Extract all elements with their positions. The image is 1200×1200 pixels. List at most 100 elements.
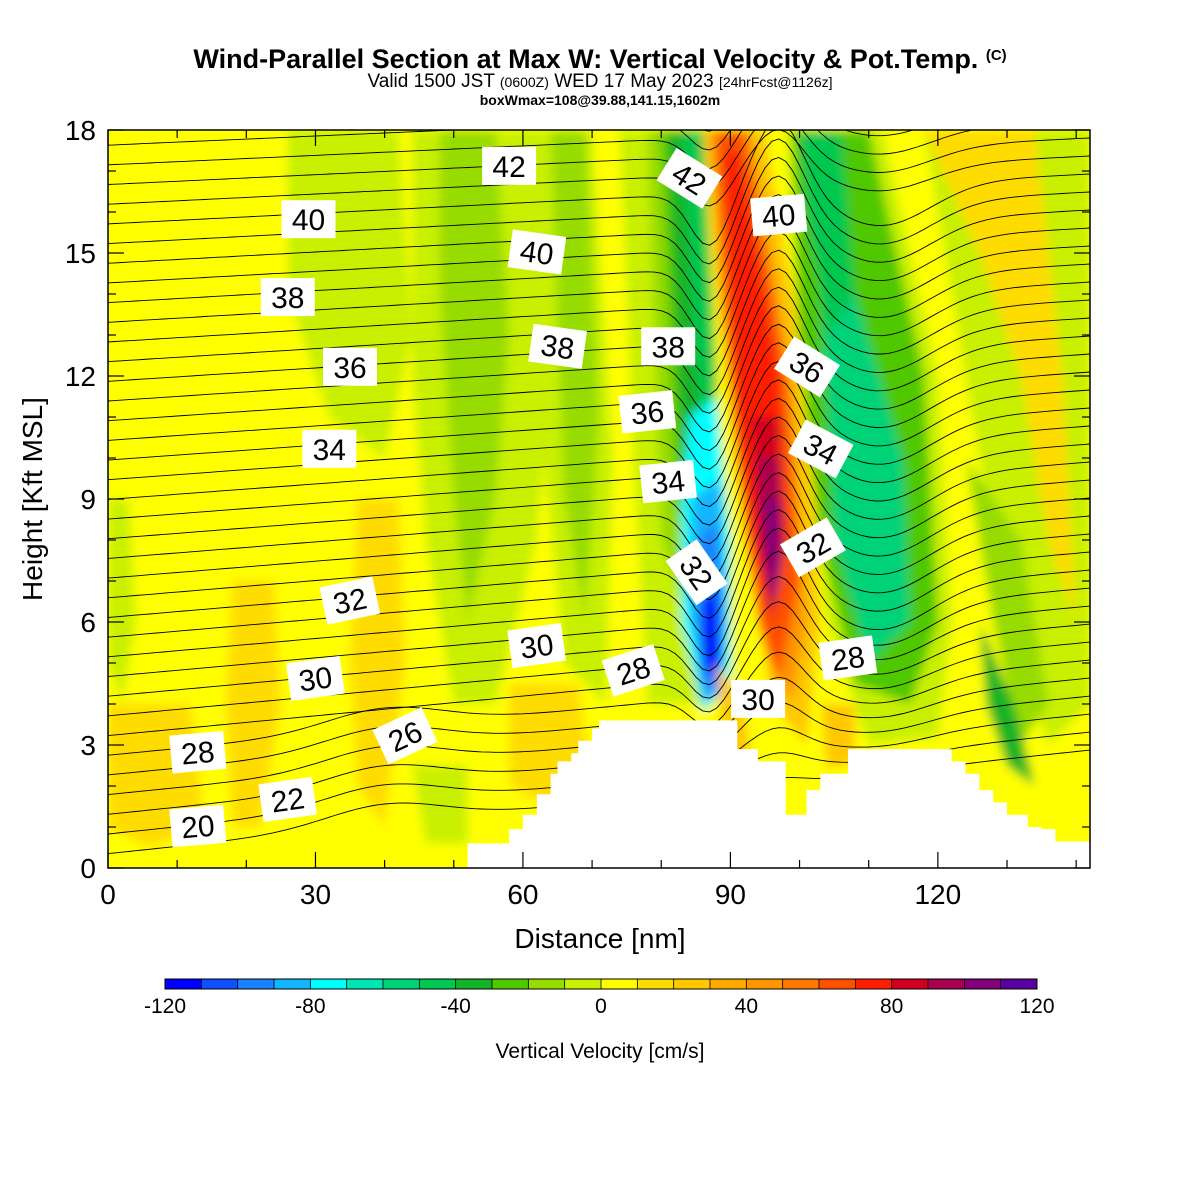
colorbar-swatch — [673, 979, 711, 989]
contour-line — [108, 286, 1090, 414]
colorbar-tick-label: 120 — [1019, 995, 1054, 1018]
contour-line — [108, 527, 1090, 658]
theta-label: 28 — [818, 635, 878, 681]
colorbar-swatch — [819, 979, 856, 989]
y-tick-label: 18 — [65, 115, 96, 146]
field-region — [439, 130, 510, 622]
field-region — [765, 499, 779, 606]
theta-label: 40 — [281, 200, 336, 239]
theta-label: 34 — [639, 459, 697, 504]
x-tick-label: 30 — [300, 879, 331, 910]
field-region — [799, 130, 855, 335]
colorbar-tick-label: -40 — [440, 995, 470, 1018]
colorbar-swatch — [746, 979, 783, 989]
theta-label-box — [260, 278, 315, 317]
colorbar-swatch — [564, 979, 602, 989]
terrain-mask — [467, 720, 1091, 868]
contour-line — [108, 130, 1090, 207]
theta-label-text: 22 — [269, 782, 307, 819]
colorbar-swatch — [637, 979, 674, 989]
colorbar-swatch — [455, 979, 493, 989]
contour-line — [108, 360, 1090, 489]
contour-line — [108, 576, 1090, 697]
field-region — [108, 499, 136, 704]
valid-time: Valid 1500 JST (0600Z) WED 17 May 2023 [… — [367, 71, 833, 92]
theta-label-box — [818, 635, 878, 681]
y-tick-label: 6 — [80, 607, 96, 638]
colorbar-swatch — [310, 979, 347, 989]
contour-line — [108, 130, 915, 151]
colorbar-swatch — [528, 979, 565, 989]
contour-line — [108, 138, 1090, 265]
colorbar-swatch — [710, 979, 747, 989]
theta-label-box — [281, 200, 336, 239]
theta-label-box — [507, 623, 567, 669]
contour-line — [108, 601, 1090, 717]
contour-line — [108, 268, 1090, 396]
theta-label: 30 — [285, 655, 345, 701]
theta-label-text: 40 — [518, 235, 556, 272]
colorbar-swatch — [383, 979, 420, 989]
theta-label: 22 — [258, 776, 318, 822]
theta-label-text: 30 — [297, 661, 335, 698]
contour-line — [108, 342, 1090, 470]
contour-line — [108, 37, 1090, 113]
contour-line — [108, 231, 1090, 358]
contour-line — [108, 453, 1090, 582]
theta-label-box — [258, 776, 318, 822]
chart-title: Wind-Parallel Section at Max W: Vertical… — [193, 44, 1007, 74]
field-region — [702, 589, 720, 680]
theta-label-text: 32 — [330, 582, 370, 621]
x-tick-label: 90 — [715, 879, 746, 910]
colorbar-swatch — [928, 979, 965, 989]
contour-line — [108, 130, 1090, 188]
contour-line — [108, 416, 1090, 545]
theta-label-text: 38 — [652, 331, 685, 364]
contour-line — [108, 490, 1090, 619]
theta-label-text: 20 — [180, 810, 216, 846]
terrain — [467, 720, 1091, 868]
colorbar: -120 -80 -40 0 40 80 120 — [144, 978, 1055, 1018]
field-region — [965, 458, 1049, 745]
colorbar-swatch — [274, 979, 311, 989]
colorbar-swatch — [346, 979, 384, 989]
contour-line — [701, 130, 714, 132]
theta-label-text: 36 — [333, 352, 366, 385]
contour-line — [108, 651, 1090, 756]
colorbar-swatch — [964, 979, 1001, 989]
y-tick-label: 15 — [65, 238, 96, 269]
theta-label: 20 — [169, 804, 227, 848]
colorbar-swatch — [201, 979, 238, 989]
contour-line — [108, 379, 1090, 507]
x-tick-label: 60 — [507, 879, 538, 910]
contour-line — [108, 397, 1090, 526]
contour-line — [108, 249, 1090, 377]
colorbar-label: Vertical Velocity [cm/s] — [496, 1040, 705, 1063]
y-tick-label: 0 — [80, 853, 96, 884]
theta-label-box — [665, 539, 728, 606]
theta-label-box — [372, 707, 438, 765]
theta-label: 42 — [482, 146, 537, 185]
theta-label-box — [601, 643, 665, 697]
theta-label-text: 28 — [180, 736, 216, 772]
contour-line — [108, 305, 1090, 433]
y-tick-label: 3 — [80, 730, 96, 761]
x-tick-label: 120 — [914, 879, 961, 910]
theta-label-box — [319, 576, 381, 625]
theta-label-text: 40 — [292, 204, 325, 237]
field-region — [979, 622, 1035, 786]
theta-label-box — [788, 419, 854, 479]
colorbar-swatch — [492, 979, 529, 989]
theta-label-text: 38 — [539, 329, 577, 366]
colorbar-tick-label: 40 — [735, 995, 758, 1018]
theta-label-text: 34 — [313, 434, 346, 467]
y-tick-label: 9 — [80, 484, 96, 515]
theta-label-box — [302, 429, 357, 468]
x-tick-label: 0 — [100, 879, 116, 910]
theta-label-box — [750, 193, 808, 237]
contour-line — [108, 550, 1090, 677]
theta-label: 28 — [169, 730, 227, 774]
theta-label-box — [528, 323, 588, 369]
